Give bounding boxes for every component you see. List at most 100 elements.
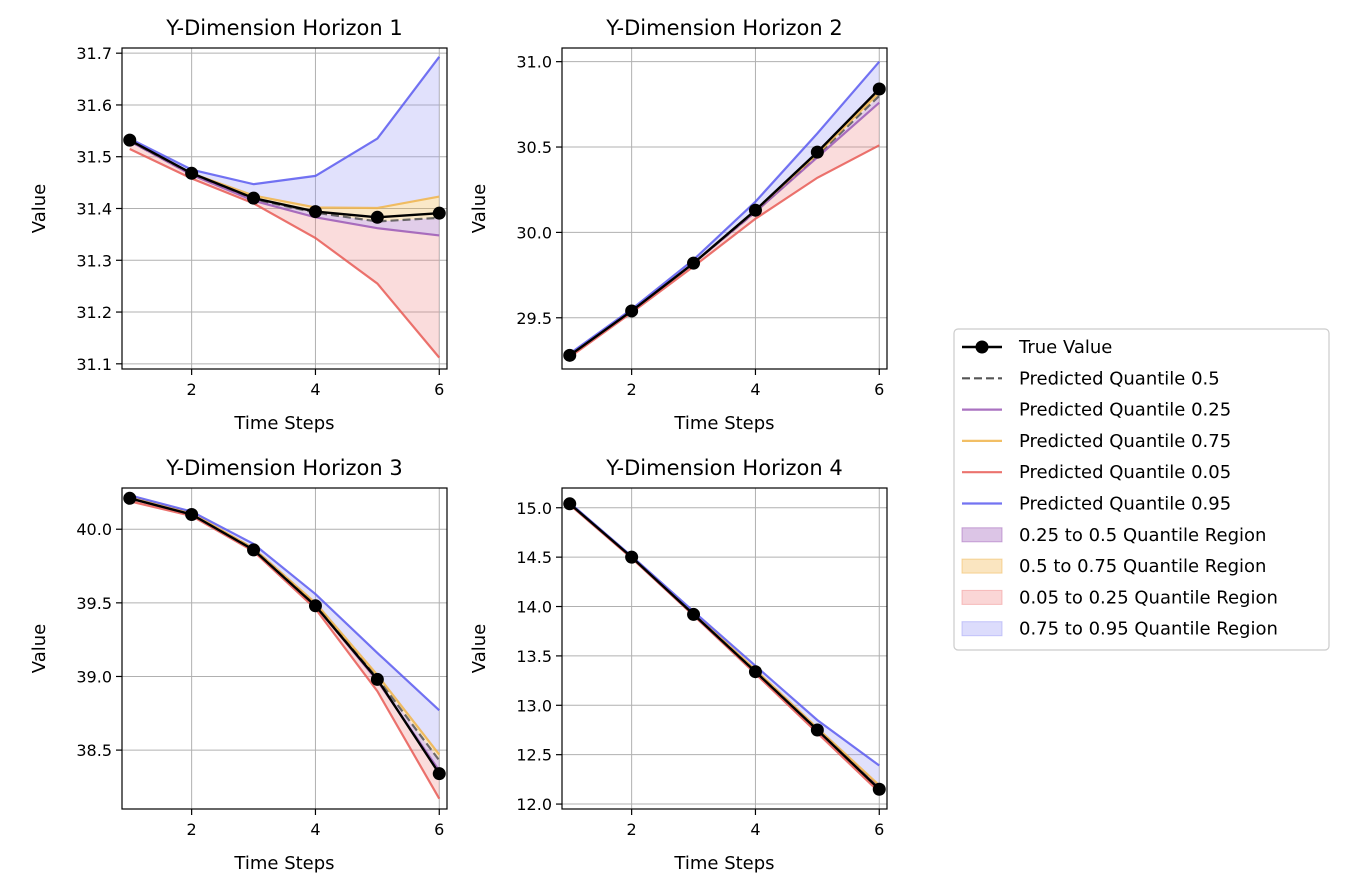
plot-area (123, 56, 446, 359)
legend-label: Predicted Quantile 0.05 (1019, 462, 1231, 483)
true-value-point (563, 348, 577, 362)
legend-label: Predicted Quantile 0.75 (1019, 431, 1231, 452)
x-tick-label: 4 (750, 820, 760, 839)
y-tick-label: 31.5 (76, 148, 112, 167)
true-value-point (308, 599, 322, 613)
legend-box (953, 328, 1330, 651)
y-tick-label: 13.5 (516, 647, 552, 666)
legend-label: 0.25 to 0.5 Quantile Region (1019, 525, 1266, 546)
true-value-point (247, 191, 261, 205)
true-value-point (810, 723, 824, 737)
legend-patch (961, 621, 1003, 637)
y-tick-label: 31.3 (76, 251, 112, 270)
y-tick-label: 39.0 (76, 667, 112, 686)
plot-area (563, 60, 886, 362)
y-tick-label: 14.0 (516, 598, 552, 617)
subplot-title: Y-Dimension Horizon 2 (605, 16, 843, 40)
y-tick-label: 30.5 (516, 138, 552, 157)
y-tick-label: 31.4 (76, 200, 112, 219)
y-tick-label: 31.0 (516, 53, 552, 72)
true-value-point (370, 672, 384, 686)
subplot-title: Y-Dimension Horizon 1 (165, 16, 403, 40)
region-50-75 (129, 496, 440, 761)
x-axis-label: Time Steps (233, 413, 334, 434)
true-value-point (625, 550, 639, 564)
legend-patch (961, 527, 1003, 543)
true-value-point (308, 205, 322, 219)
subplot-title: Y-Dimension Horizon 4 (605, 456, 843, 480)
y-tick-label: 31.2 (76, 303, 112, 322)
true-value-point (185, 508, 199, 522)
legend-entry: Predicted Quantile 0.5 (962, 368, 1220, 389)
plot-area (563, 497, 886, 796)
y-tick-label: 14.5 (516, 548, 552, 567)
true-value-point (432, 767, 446, 781)
legend-label: True Value (1018, 337, 1112, 358)
legend-label: 0.05 to 0.25 Quantile Region (1019, 587, 1278, 608)
x-tick-label: 2 (187, 380, 197, 399)
true-value-point (123, 133, 137, 147)
legend-entry: 0.5 to 0.75 Quantile Region (961, 556, 1266, 577)
legend-entry: Predicted Quantile 0.25 (962, 400, 1231, 421)
true-value-point (872, 782, 886, 796)
region-25-50 (129, 498, 440, 771)
y-tick-label: 29.5 (516, 309, 552, 328)
y-tick-label: 12.5 (516, 746, 552, 765)
series-q95 (129, 494, 441, 712)
y-axis-label: Value (469, 184, 490, 233)
region-25-50 (129, 141, 440, 236)
y-tick-label: 40.0 (76, 520, 112, 539)
axes-frame (121, 487, 448, 810)
legend-label: 0.5 to 0.75 Quantile Region (1019, 556, 1266, 577)
true-value-point (687, 607, 701, 621)
legend-entry: 0.25 to 0.5 Quantile Region (961, 525, 1266, 546)
y-tick-label: 31.6 (76, 96, 112, 115)
series-true-value (129, 497, 441, 775)
series-q25 (129, 140, 440, 237)
y-tick-label: 12.0 (516, 795, 552, 814)
series-q25 (129, 497, 441, 772)
y-tick-label: 39.5 (76, 594, 112, 613)
legend-patch (961, 558, 1003, 574)
y-axis-label: Value (29, 624, 50, 673)
legend: True Value Predicted Quantile 0.5 Predicte… (953, 328, 1330, 651)
series-q05 (129, 500, 441, 800)
legend-entry: True Value (962, 337, 1112, 358)
series-q50 (129, 497, 441, 762)
true-value-point (563, 497, 577, 511)
y-axis-label: Value (29, 184, 50, 233)
true-value-point (625, 304, 639, 318)
series-true-value (569, 88, 881, 357)
series-q05 (129, 147, 441, 359)
x-tick-label: 2 (627, 380, 637, 399)
y-tick-label: 13.0 (516, 696, 552, 715)
y-tick-label: 15.0 (516, 499, 552, 518)
legend-entry: Predicted Quantile 0.95 (962, 494, 1231, 515)
x-tick-label: 6 (434, 820, 444, 839)
x-axis-label: Time Steps (233, 853, 334, 874)
plot-area (123, 491, 446, 800)
legend-patch (961, 589, 1003, 605)
x-tick-label: 6 (874, 820, 884, 839)
legend-entry: Predicted Quantile 0.05 (962, 462, 1231, 483)
true-value-point (370, 210, 384, 224)
region-75-95 (129, 56, 440, 208)
series-q95 (569, 60, 881, 355)
region-75-95 (569, 61, 880, 356)
subplot-horizon-1: 2 4 6 31.1 31.2 31.3 31.4 31.5 31.6 31.7 Y-Dimensi… (29, 16, 448, 434)
x-tick-label: 4 (750, 380, 760, 399)
y-axis-label: Value (469, 624, 490, 673)
x-tick-label: 4 (310, 380, 320, 399)
legend-label: Predicted Quantile 0.5 (1019, 368, 1220, 389)
x-tick-label: 6 (434, 380, 444, 399)
y-tick-label: 38.5 (76, 741, 112, 760)
legend-label: Predicted Quantile 0.25 (1019, 400, 1231, 421)
subplot-horizon-3: 2 4 6 38.5 39.0 39.5 40.0 Y-Dimension Horizon 3… (29, 456, 448, 874)
legend-label: Predicted Quantile 0.95 (1019, 494, 1231, 515)
y-tick-label: 31.1 (76, 355, 112, 374)
series-q75 (129, 495, 441, 756)
x-tick-label: 6 (874, 380, 884, 399)
true-value-point (748, 203, 762, 217)
x-tick-label: 2 (187, 820, 197, 839)
axes-frame (561, 487, 888, 810)
